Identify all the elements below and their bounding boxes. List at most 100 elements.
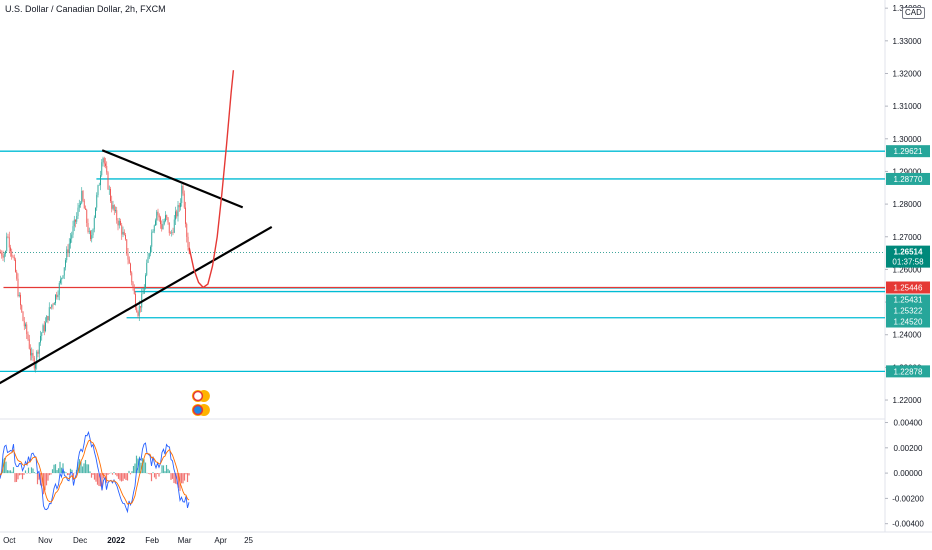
histogram-bar (35, 473, 37, 474)
candle-body (166, 215, 168, 218)
canada-flag-icon[interactable] (192, 390, 204, 402)
indicator-tick-label: -0.00200 (892, 494, 924, 503)
histogram-bar (54, 464, 57, 474)
candle-body (12, 256, 14, 258)
candle-body (82, 190, 84, 201)
candle-body (92, 229, 94, 236)
histogram-bar (5, 461, 7, 474)
candle-body (116, 210, 118, 221)
histogram-bar (186, 473, 189, 483)
level-price-tag (886, 172, 930, 185)
candle-body (7, 236, 9, 238)
histogram-bar (15, 473, 18, 482)
candle-body (15, 259, 16, 272)
projection-curve[interactable] (188, 70, 235, 289)
indicator-tick-label: 0.00000 (894, 469, 923, 478)
histogram-bar (153, 473, 156, 478)
candle-body (57, 294, 59, 298)
histogram-bar (98, 473, 100, 487)
histogram-bar (132, 466, 135, 474)
histogram-bar (74, 472, 76, 474)
candle-body (47, 316, 49, 321)
histogram-bar (26, 473, 28, 474)
symbol-title: U.S. Dollar / Canadian Dollar, 2h, FXCM (5, 4, 166, 14)
histogram-bar (84, 459, 87, 474)
candle-body (18, 294, 20, 296)
candle-body (178, 205, 180, 208)
currency-label[interactable]: CAD (902, 7, 925, 19)
trend-line[interactable] (0, 226, 273, 385)
candle-body (102, 158, 104, 163)
candle-body (152, 231, 154, 233)
histogram-bar (29, 473, 31, 474)
candle-body (67, 249, 69, 254)
histogram-bar (183, 473, 186, 481)
histogram-bar (149, 473, 151, 475)
time-tick-label: Nov (38, 536, 52, 545)
candle-body (20, 294, 21, 306)
histogram-bar (3, 457, 6, 474)
histogram-bar (167, 468, 169, 474)
event-markers[interactable] (191, 390, 210, 416)
histogram-bar (119, 473, 121, 481)
candle-body (170, 233, 171, 234)
histogram-bar (63, 471, 66, 474)
histogram-bar (17, 473, 19, 480)
candle-body (43, 325, 45, 332)
time-tick-label: 25 (244, 536, 253, 545)
candle-body (17, 278, 19, 296)
candle-body (106, 166, 108, 173)
trend-lines[interactable] (0, 149, 273, 385)
price-tick-label: 1.22000 (893, 396, 922, 405)
candle-body (171, 232, 173, 234)
histogram-bar (152, 472, 154, 474)
time-axis[interactable]: Oct Nov Dec 2022 Feb Mar Apr 25 (3, 536, 253, 545)
histogram-bar (120, 473, 123, 482)
candle-body (150, 246, 151, 254)
macd-indicator (0, 430, 190, 514)
histogram-bar (65, 472, 67, 474)
candle-body (140, 306, 141, 308)
histogram-bar (92, 473, 94, 475)
histogram-bar (146, 472, 148, 474)
histogram-bar (114, 473, 117, 475)
candle-body (151, 232, 153, 247)
candle-body (187, 236, 189, 247)
histogram-bar (159, 472, 162, 474)
time-tick-label: Feb (145, 536, 159, 545)
candle-body (181, 185, 183, 203)
histogram-bar (86, 464, 88, 474)
price-tick-label: 1.32000 (893, 69, 922, 78)
projection-curve-path[interactable] (188, 70, 235, 289)
candle-body (75, 219, 76, 222)
trend-line[interactable] (101, 149, 244, 209)
candle-body (148, 253, 150, 258)
candle-body (101, 162, 103, 176)
candle-body (32, 352, 34, 358)
histogram-bar (129, 473, 132, 475)
indicator-tick-label: -0.00400 (892, 520, 924, 529)
candle-body (175, 211, 176, 220)
histogram-bar (122, 473, 124, 481)
candle-body (23, 320, 25, 327)
histogram-bar (113, 472, 115, 474)
candle-body (77, 207, 79, 217)
histogram-bar (93, 473, 96, 480)
candle-body (110, 188, 111, 202)
histogram-bar (30, 467, 33, 474)
indicator-tick-label: 0.00200 (894, 444, 923, 453)
price-tick-label: 1.31000 (893, 102, 922, 111)
candle-body (97, 185, 99, 195)
histogram-bar (125, 473, 127, 481)
candle-body (81, 190, 83, 204)
candle-body (185, 207, 186, 224)
level-price-tag-label: 1.28770 (894, 175, 923, 184)
histogram-bar (174, 473, 177, 484)
us-flag-icon[interactable] (192, 404, 204, 416)
candle-body (162, 224, 164, 230)
countdown-label: 01:37:58 (892, 258, 924, 267)
histogram-bar (143, 459, 145, 474)
candle-body (85, 208, 86, 210)
